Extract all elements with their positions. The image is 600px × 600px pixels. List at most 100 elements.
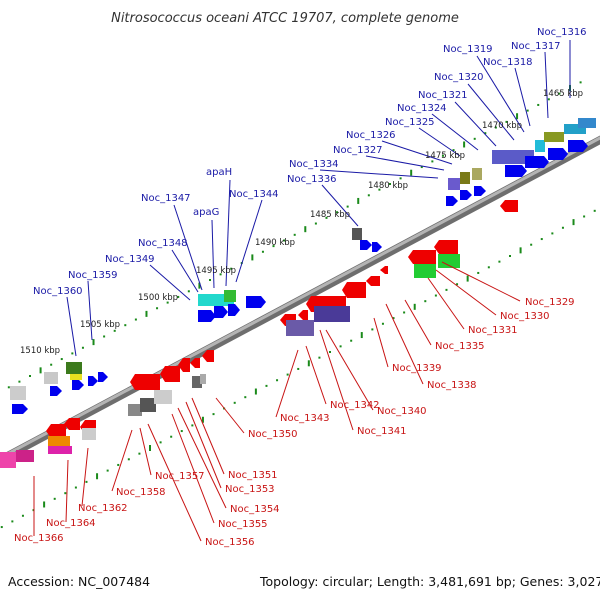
accession-text: Accession: NC_007484 — [8, 574, 151, 589]
lower-tick — [473, 137, 476, 140]
lower-tick — [71, 352, 74, 355]
upper-gene-label: Noc_1347 — [141, 193, 191, 204]
upper-tick — [360, 332, 363, 339]
lower-tick — [92, 339, 95, 346]
leader-line — [87, 280, 93, 341]
leader-line — [514, 67, 531, 127]
reverse-gene — [190, 358, 200, 368]
reverse-gene — [160, 366, 180, 382]
gene-block — [438, 254, 460, 268]
upper-tick — [233, 401, 236, 404]
lower-tick — [261, 250, 264, 253]
upper-tick — [106, 469, 109, 472]
lower-tick — [516, 113, 519, 120]
lower-tick — [272, 245, 275, 248]
upper-tick — [572, 219, 575, 226]
forward-gene — [474, 186, 486, 196]
lower-gene-label: Noc_1366 — [14, 533, 64, 544]
lower-tick — [346, 205, 349, 208]
lower-tick — [156, 307, 159, 310]
lower-gene-label: Noc_1329 — [525, 297, 575, 308]
lower-gene-label: Noc_1357 — [155, 471, 205, 482]
leader-line — [191, 397, 225, 475]
upper-tick — [403, 311, 406, 314]
leader-line — [321, 184, 359, 227]
lower-gene-label: Noc_1355 — [218, 519, 268, 530]
lower-gene-label: Noc_1340 — [377, 406, 427, 417]
forward-gene — [548, 148, 568, 160]
leader-line — [319, 329, 354, 431]
lower-tick — [39, 367, 42, 374]
upper-tick — [127, 458, 130, 461]
lower-tick — [325, 216, 328, 219]
gene-block — [472, 168, 482, 180]
lower-tick — [547, 98, 550, 101]
upper-gene-label: Noc_1334 — [289, 159, 339, 170]
lower-tick — [293, 233, 296, 236]
forward-gene — [525, 156, 549, 168]
upper-tick — [117, 463, 120, 466]
upper-tick — [138, 452, 141, 455]
lower-tick — [484, 132, 487, 135]
lower-tick — [50, 363, 53, 366]
reverse-gene — [130, 374, 160, 390]
gene-block — [44, 372, 58, 384]
upper-gene-label: Noc_1320 — [434, 72, 484, 83]
upper-tick — [593, 209, 596, 212]
lower-gene-label: Noc_1354 — [230, 504, 280, 515]
upper-tick — [339, 345, 342, 348]
lower-tick — [7, 386, 10, 389]
gene-block — [448, 178, 460, 190]
lower-tick — [410, 169, 413, 176]
leader-line — [435, 269, 497, 316]
lower-gene-label: Noc_1364 — [46, 518, 96, 529]
lower-tick — [145, 310, 148, 317]
leader-line — [275, 349, 299, 418]
lower-tick — [494, 126, 497, 129]
upper-tick — [170, 435, 173, 438]
upper-tick — [254, 388, 257, 395]
leader-line — [467, 83, 515, 141]
upper-tick — [509, 255, 511, 257]
leader-line — [211, 219, 215, 289]
leader-line — [404, 299, 432, 346]
forward-gene — [50, 386, 62, 396]
upper-tick — [244, 396, 247, 399]
lower-tick — [579, 81, 582, 84]
upper-tick — [297, 367, 300, 370]
upper-gene-label: Noc_1326 — [346, 130, 396, 141]
lower-tick — [230, 267, 233, 270]
forward-gene — [505, 165, 527, 177]
lower-tick — [399, 177, 402, 180]
upper-tick — [180, 430, 183, 433]
leader-line — [365, 155, 445, 171]
scale-label: 1475 kbp — [425, 151, 465, 161]
scale-label: 1485 kbp — [310, 210, 350, 220]
upper-tick — [318, 356, 321, 359]
reverse-gene — [366, 276, 380, 286]
upper-tick — [434, 294, 437, 297]
lower-tick — [389, 183, 391, 185]
upper-tick — [329, 351, 331, 353]
upper-tick — [286, 373, 289, 376]
forward-gene — [460, 190, 472, 200]
forward-gene — [360, 240, 372, 250]
upper-tick — [85, 480, 88, 483]
forward-gene — [446, 196, 458, 206]
gene-block — [48, 446, 72, 454]
lower-gene-label: Noc_1353 — [225, 484, 275, 495]
gene-block — [200, 374, 206, 384]
upper-tick — [149, 445, 151, 451]
reverse-gene — [202, 350, 214, 362]
lower-gene-label: Noc_1342 — [330, 400, 380, 411]
reverse-gene — [298, 310, 308, 320]
gene-block — [140, 398, 156, 412]
leader-line — [373, 317, 389, 368]
gene-block — [10, 386, 26, 400]
lower-gene-label: Noc_1330 — [500, 311, 550, 322]
lower-tick — [134, 318, 137, 321]
leader-line — [215, 397, 245, 434]
lower-tick — [378, 188, 381, 191]
upper-tick — [276, 379, 279, 382]
lower-tick — [452, 149, 455, 152]
